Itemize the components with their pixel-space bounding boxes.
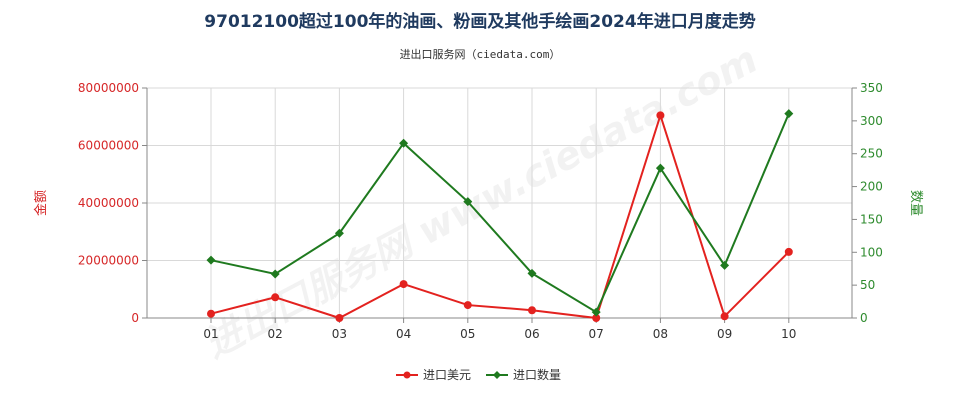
- legend-item-usd[interactable]: 进口美元: [396, 368, 471, 382]
- data-point-qty[interactable]: [463, 197, 473, 207]
- right-axis-ticks: 0 50 100 150 200 250 300 350: [852, 81, 883, 325]
- legend-item-qty[interactable]: 进口数量: [486, 367, 561, 382]
- data-point-usd[interactable]: [399, 280, 408, 289]
- x-tick-label: 07: [589, 327, 604, 341]
- left-tick-label: 20000000: [78, 254, 139, 268]
- right-tick-label: 250: [860, 147, 883, 161]
- left-tick-label: 0: [131, 311, 139, 325]
- data-point-usd[interactable]: [335, 314, 344, 322]
- right-tick-label: 300: [860, 114, 883, 128]
- right-tick-label: 0: [860, 311, 868, 325]
- x-tick-label: 08: [653, 327, 668, 341]
- data-point-qty[interactable]: [399, 138, 409, 148]
- chart-subtitle: 进出口服务网（ciedata.com）: [400, 47, 561, 61]
- data-point-qty[interactable]: [784, 109, 794, 119]
- left-axis-ticks: 0 20000000 40000000 60000000 80000000: [78, 81, 147, 325]
- x-tick-label: 10: [781, 327, 796, 341]
- x-tick-label: 01: [203, 327, 218, 341]
- data-point-usd[interactable]: [207, 309, 215, 318]
- x-tick-label: 05: [460, 327, 475, 341]
- x-tick-label: 02: [268, 327, 283, 341]
- data-point-usd[interactable]: [656, 111, 665, 120]
- left-axis-label: 金额: [33, 190, 49, 216]
- data-point-qty[interactable]: [720, 260, 730, 270]
- data-point-qty[interactable]: [334, 228, 344, 238]
- x-tick-label: 09: [717, 327, 732, 341]
- right-tick-label: 100: [860, 245, 883, 259]
- x-tick-label: 04: [396, 327, 411, 341]
- legend-label-qty: 进口数量: [513, 367, 561, 382]
- legend: 进口美元 进口数量: [396, 367, 561, 382]
- legend-marker-qty: [493, 371, 501, 379]
- right-tick-label: 150: [860, 212, 883, 226]
- data-point-usd[interactable]: [720, 312, 729, 321]
- right-tick-label: 50: [860, 278, 875, 292]
- data-point-usd[interactable]: [592, 314, 601, 322]
- data-point-qty[interactable]: [206, 255, 216, 265]
- x-tick-label: 03: [332, 327, 347, 341]
- legend-label-usd: 进口美元: [423, 368, 471, 382]
- data-point-usd[interactable]: [463, 301, 472, 310]
- legend-marker-usd: [403, 371, 411, 379]
- data-point-usd[interactable]: [271, 293, 280, 302]
- left-tick-label: 60000000: [78, 139, 139, 153]
- series-line-qty: [210, 113, 790, 314]
- x-tick-label: 06: [524, 327, 539, 341]
- left-tick-label: 40000000: [78, 196, 139, 210]
- data-point-usd[interactable]: [528, 306, 536, 315]
- series-layer: [206, 109, 794, 322]
- data-point-qty[interactable]: [527, 268, 537, 278]
- right-tick-label: 200: [860, 180, 883, 194]
- grid: [147, 87, 852, 318]
- right-tick-label: 350: [860, 81, 883, 95]
- data-point-qty[interactable]: [591, 307, 601, 317]
- x-axis-ticks: 01 02 03 04 05 06 07 08 09 10: [203, 318, 796, 341]
- data-point-qty[interactable]: [270, 269, 280, 279]
- chart-title: 97012100超过100年的油画、粉画及其他手绘画2024年进口月度走势: [204, 11, 755, 32]
- right-axis-label: 数量: [908, 190, 923, 216]
- left-tick-label: 80000000: [78, 81, 139, 95]
- data-point-usd[interactable]: [784, 247, 793, 256]
- data-point-qty[interactable]: [655, 163, 665, 173]
